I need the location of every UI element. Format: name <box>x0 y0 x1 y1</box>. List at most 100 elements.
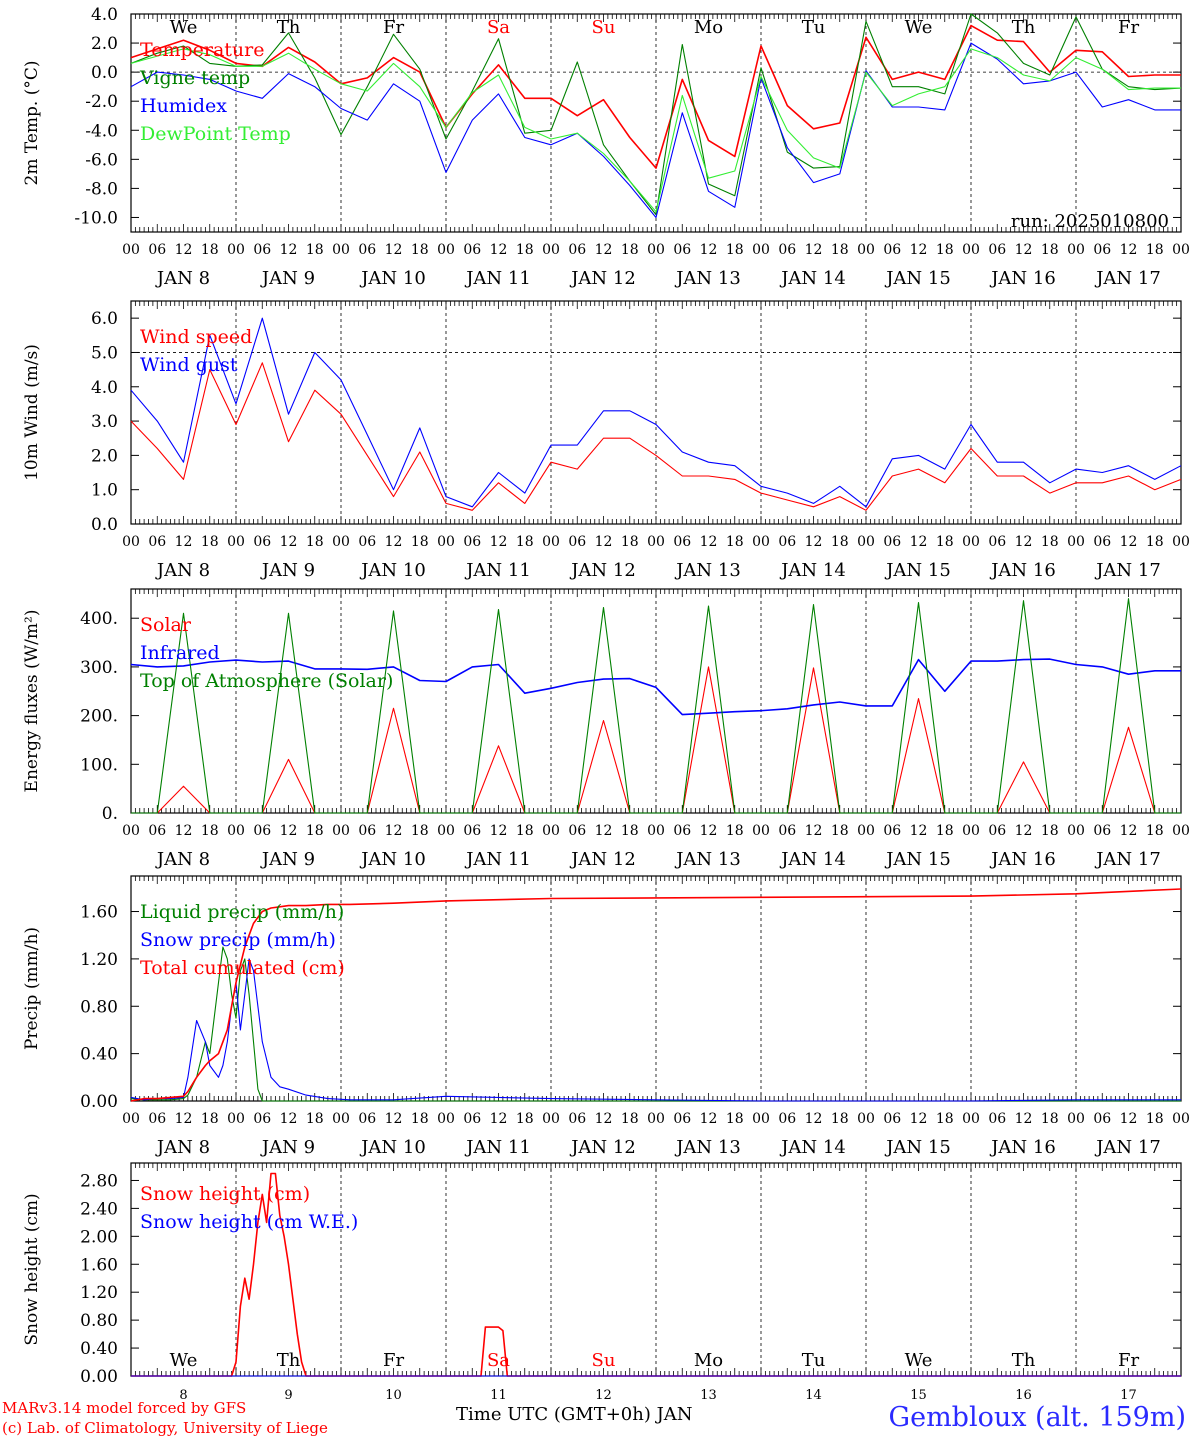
day-label: JAN 12 <box>569 268 636 289</box>
x-tick-label: 06 <box>463 823 481 839</box>
x-tick-label: 00 <box>647 823 665 839</box>
x-tick-label: 06 <box>673 1111 691 1127</box>
x-tick-label: 06 <box>1093 823 1111 839</box>
x-tick-label: 12 <box>700 823 718 839</box>
y-tick-label: 1.60 <box>80 903 118 923</box>
x-tick-label: 12 <box>490 534 508 550</box>
legend-entry: Infrared <box>140 642 220 664</box>
y-axis-label: 2m Temp. (°C) <box>22 60 42 185</box>
day-label: JAN 9 <box>260 1137 315 1158</box>
day-label: JAN 11 <box>464 1137 531 1158</box>
day-label: JAN 15 <box>884 1137 951 1158</box>
x-tick-label: 00 <box>542 823 560 839</box>
y-tick-label: 2.80 <box>80 1171 118 1191</box>
x-tick-label: 00 <box>122 1111 140 1127</box>
y-tick-label: 0.0 <box>91 515 118 535</box>
x-tick-label: 18 <box>306 242 324 258</box>
x-tick-label: 18 <box>201 1111 219 1127</box>
weekday-label: Sa <box>487 17 510 38</box>
x-tick-label: 18 <box>936 534 954 550</box>
x-tick-label: 12 <box>385 823 403 839</box>
day-label: JAN 13 <box>674 849 741 870</box>
legend-entry: Vigne temp <box>139 67 250 89</box>
y-axis-label: Energy fluxes (W/m²) <box>22 610 42 793</box>
x-tick-label: 18 <box>1146 1111 1164 1127</box>
y-tick-label: 100. <box>80 755 118 775</box>
x-tick-label: 06 <box>883 242 901 258</box>
weekday-label: Th <box>1012 17 1036 38</box>
legend-entry: Liquid precip (mm/h) <box>140 901 344 923</box>
x-tick-label: 00 <box>1067 1111 1085 1127</box>
day-label: JAN 11 <box>464 560 531 581</box>
day-label: JAN 8 <box>155 268 210 289</box>
legend-entry: Solar <box>140 614 192 636</box>
series-line-wind-speed <box>130 362 1182 511</box>
x-tick-label: 12 <box>175 823 193 839</box>
y-tick-label: 2.0 <box>91 446 118 466</box>
x-tick-label: 12 <box>805 242 823 258</box>
x-tick-label: 18 <box>831 534 849 550</box>
weekday-label: Tu <box>802 1350 826 1371</box>
x-tick-label: 00 <box>647 1111 665 1127</box>
x-tick-label: 18 <box>1146 242 1164 258</box>
x-tick-label: 18 <box>1041 823 1059 839</box>
x-tick-label: 18 <box>411 534 429 550</box>
x-tick-label: 00 <box>1172 1111 1190 1127</box>
x-tick-label: 00 <box>542 242 560 258</box>
y-tick-label: 4.0 <box>91 378 118 398</box>
x-tick-label: 06 <box>148 1111 166 1127</box>
x-tick-label: 06 <box>778 1111 796 1127</box>
series-line-total-cumulated-cm- <box>130 888 1182 1102</box>
legend-entry: Wind gust <box>140 354 238 376</box>
day-label: JAN 14 <box>779 268 846 289</box>
day-label: JAN 10 <box>359 560 426 581</box>
day-label: JAN 9 <box>260 849 315 870</box>
day-label: JAN 8 <box>155 849 210 870</box>
y-tick-label: 0.00 <box>80 1367 118 1387</box>
x-tick-label: 18 <box>621 1111 639 1127</box>
x-tick-label: 00 <box>542 534 560 550</box>
weekday-label: We <box>170 17 198 38</box>
x-tick-label: 12 <box>595 1111 613 1127</box>
x-tick-label: 00 <box>437 1111 455 1127</box>
x-tick-label: 12 <box>595 534 613 550</box>
x-axis-title: Time UTC (GMT+0h) JAN <box>456 1404 693 1425</box>
x-tick-label: 12 <box>175 1111 193 1127</box>
x-tick-label: 12 <box>490 823 508 839</box>
x-tick-label: 00 <box>752 1111 770 1127</box>
weekday-label: Tu <box>802 17 826 38</box>
x-tick-label: 06 <box>253 1111 271 1127</box>
x-tick-label: 18 <box>621 534 639 550</box>
x-tick-label: 12 <box>910 1111 928 1127</box>
x-tick-label: 12 <box>805 823 823 839</box>
day-label: JAN 14 <box>779 560 846 581</box>
x-tick-label: 06 <box>148 242 166 258</box>
series-line-snow-height-cm- <box>131 1172 1181 1377</box>
x-tick-label: 12 <box>1120 242 1138 258</box>
legend-entry: Snow height (cm) <box>140 1183 310 1205</box>
x-tick-label: 12 <box>385 1111 403 1127</box>
day-label: JAN 11 <box>464 849 531 870</box>
series-line-dewpoint-temp <box>130 48 1181 213</box>
x-tick-label: 18 <box>201 534 219 550</box>
weekday-label: Fr <box>1118 1350 1139 1371</box>
x-tick-label: 12 <box>1015 1111 1033 1127</box>
day-label: JAN 16 <box>989 560 1056 581</box>
x-tick-label: 12 <box>385 534 403 550</box>
series-line-vigne-temp <box>130 13 1182 216</box>
x-tick-label: 06 <box>673 534 691 550</box>
x-tick-label: 00 <box>1172 823 1190 839</box>
weekday-label: Su <box>592 17 616 38</box>
day-label: JAN 15 <box>884 560 951 581</box>
x-tick-label: 12 <box>1015 534 1033 550</box>
series-line-infrared <box>130 658 1181 716</box>
weekday-label: Mo <box>694 1350 723 1371</box>
y-tick-label: 2.40 <box>80 1199 118 1219</box>
legend-entry: Total cumulated (cm) <box>140 957 345 979</box>
series-line-liquid-precip-mm-h- <box>130 946 1181 1102</box>
series-line-top-of-atmosphere-solar- <box>131 598 1181 814</box>
weekday-label: We <box>905 17 933 38</box>
y-tick-label: 0.40 <box>80 1339 118 1359</box>
x-tick-label: 06 <box>568 534 586 550</box>
x-tick-label: 00 <box>437 823 455 839</box>
